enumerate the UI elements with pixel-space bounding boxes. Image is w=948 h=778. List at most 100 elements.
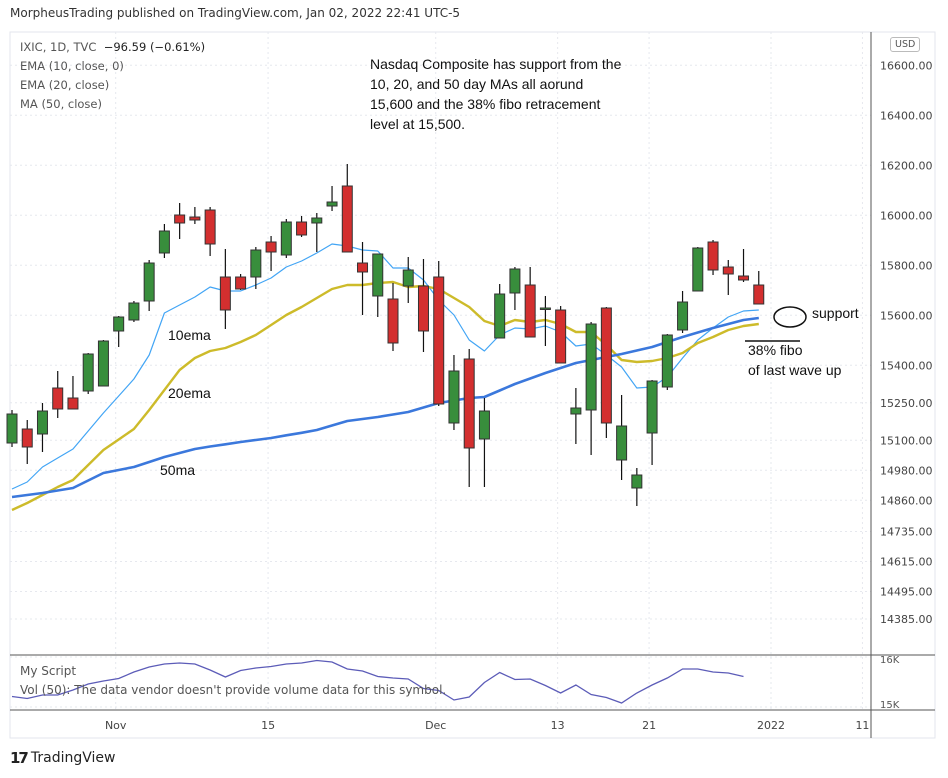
candle-body-down [52,387,64,410]
candle [189,207,201,224]
ma50-label: 50ma [160,462,196,478]
price-tick-label: 14735.00 [880,526,933,539]
candle [524,267,536,338]
candle-body-down [433,276,445,405]
candle-body-down [265,241,277,253]
price-tick-label: 14615.00 [880,556,933,569]
time-tick-label: 11 [855,719,869,732]
candle [707,240,719,275]
candle [661,334,673,390]
price-tick-label: 15400.00 [880,359,933,372]
candle-body-down [555,309,567,364]
candle-body-down [753,284,765,305]
tradingview-logo-icon: 17 [10,749,29,767]
lower-pane-title[interactable]: My Script [20,664,77,678]
candle-body-down [738,275,750,281]
time-tick-label: 21 [642,719,656,732]
candle [36,403,48,452]
candle-body-up [539,307,551,310]
my-script-line [11,659,744,704]
candle-body-up [372,253,384,297]
candle [21,420,33,464]
candle-body-up [646,380,658,434]
candle [113,316,125,347]
candle-body-up [311,217,323,224]
candle-body-down [387,298,399,344]
candle-body-up [6,413,18,444]
candle-body-up [402,269,414,287]
price-tick-label: 14980.00 [880,464,933,477]
legend-ma50[interactable]: MA (50, close) [20,97,102,111]
note-line: 10, 20, and 50 day MAs all aorund [370,76,584,92]
legend-symbol-row[interactable]: IXIC, 1D, TVC −96.59 (−0.61%) [20,38,205,57]
ema20-line [11,280,759,512]
candle-body-down [219,276,231,311]
price-axis[interactable]: 16600.00 16400.00 16200.00 16000.00 15800.00… [880,59,933,626]
candle [692,247,704,292]
candle [387,283,399,351]
candle [128,301,140,322]
candle-body-up [448,370,460,424]
legend-ema10[interactable]: EMA (10, close, 0) [20,59,124,73]
candle-body-down [296,221,308,236]
candle [570,388,582,444]
price-tick-label: 15800.00 [880,259,933,272]
candle-body-down [189,216,201,221]
candle-body-down [357,262,369,273]
support-ellipse [773,306,807,328]
note-line: 15,600 and the 38% fibo retracement [370,96,601,112]
candle-body-up [82,353,94,392]
candle [753,271,765,305]
candle-body-down [722,266,734,275]
lower-pane-message: Vol (50): The data vendor doesn't provid… [20,683,447,697]
candle [433,261,445,406]
candle-body-up [616,425,628,461]
candle-body-up [326,201,338,207]
candle-body-up [36,410,48,435]
candle-body-up [570,407,582,415]
note-line: level at 15,500. [370,116,465,132]
candle-body-down [524,284,536,338]
candle-body-up [631,474,643,489]
tradingview-brand[interactable]: 17 TradingView [10,749,115,767]
price-tick-label: 16400.00 [880,109,933,122]
lower-tick-15k: 15K [880,700,900,711]
currency-badge[interactable]: USD [890,37,921,52]
candle-body-up [143,262,155,302]
candle [280,219,292,258]
candle-body-down [341,185,353,253]
price-tick-label: 15600.00 [880,309,933,322]
candle [478,398,490,487]
candle-body-down [463,358,475,449]
candle [585,322,597,455]
published-header: MorpheusTrading published on TradingView… [10,6,461,20]
candle [402,257,414,303]
candle [417,259,429,352]
candle-body-down [21,428,33,448]
time-tick-label: 2022 [757,719,785,732]
ema20-label: 20ema [168,385,211,401]
candle [97,340,109,387]
candle [341,164,353,253]
candle [143,260,155,311]
legend-change: −96.59 (−0.61%) [103,40,206,54]
candle-body-down [235,276,247,290]
time-tick-label: Dec [425,719,446,732]
candle-body-up [509,268,521,294]
fibo-label-1: 38% fibo [748,342,803,358]
candle [250,247,262,289]
moving-average-lines [11,243,759,512]
candle [616,395,628,480]
candle [463,349,475,487]
candle-body-up [158,230,170,254]
legend-ema20[interactable]: EMA (20, close) [20,78,110,92]
candle [372,253,384,317]
legend-symbol: IXIC, 1D, TVC [20,40,97,54]
candle-body-up [677,301,689,331]
time-axis[interactable]: Nov 15 Dec 13 21 2022 11 [105,719,869,732]
candle [555,306,567,364]
candle [631,468,643,506]
time-tick-label: 15 [261,719,275,732]
candle-body-down [600,307,612,424]
